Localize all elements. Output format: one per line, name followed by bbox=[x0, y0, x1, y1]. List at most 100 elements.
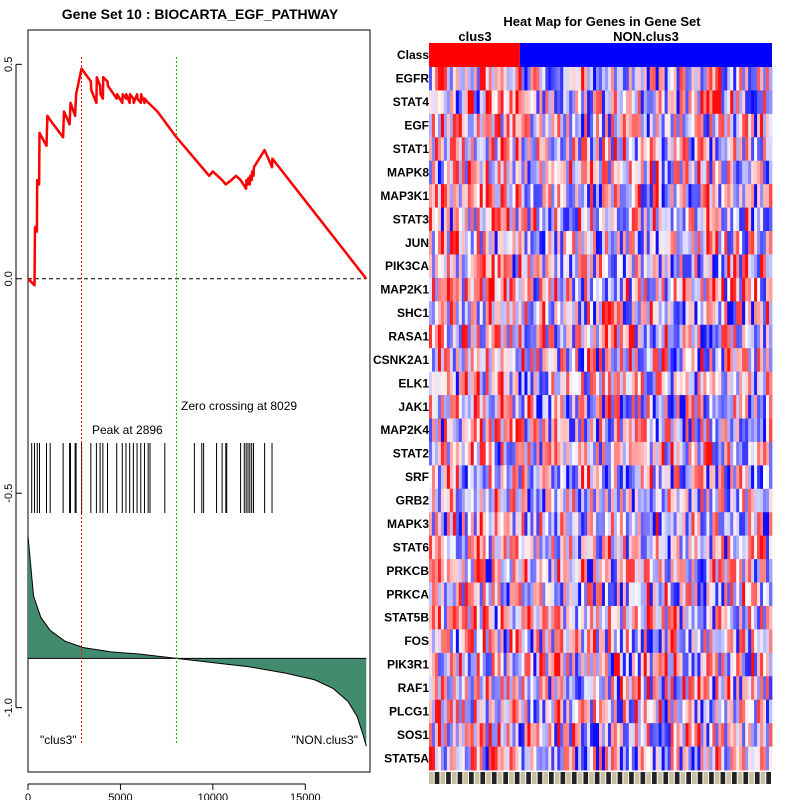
heatmap-cell bbox=[473, 301, 478, 326]
heatmap-cell bbox=[739, 746, 743, 771]
heatmap-cell bbox=[646, 441, 651, 466]
heatmap-cell bbox=[697, 441, 701, 466]
heatmap-cell bbox=[622, 207, 627, 232]
heatmap-cell bbox=[449, 301, 454, 326]
heatmap-cell bbox=[429, 488, 433, 513]
heatmap-cell bbox=[497, 723, 501, 747]
heatmap-cell bbox=[601, 90, 606, 115]
heatmap-cell bbox=[449, 160, 454, 185]
heatmap-cell bbox=[482, 254, 487, 279]
heatmap-cell bbox=[491, 723, 496, 747]
heatmap-cell bbox=[500, 113, 504, 138]
heatmap-cell bbox=[760, 137, 764, 162]
heatmap-cell bbox=[533, 371, 537, 396]
heatmap-cell bbox=[434, 441, 439, 466]
heatmap-cell bbox=[515, 395, 519, 419]
heatmap-cell bbox=[572, 723, 576, 747]
heatmap-cell bbox=[706, 254, 710, 279]
heatmap-cell bbox=[551, 652, 555, 677]
heatmap-cell bbox=[697, 324, 701, 349]
heatmap-cell bbox=[652, 254, 657, 279]
heatmap-cell bbox=[437, 348, 442, 373]
heatmap-cell bbox=[446, 207, 451, 232]
heatmap-cell bbox=[730, 277, 734, 302]
heatmap-cell bbox=[643, 137, 648, 162]
heatmap-cell bbox=[763, 395, 767, 419]
heatmap-cell bbox=[587, 395, 591, 419]
heatmap-row bbox=[429, 90, 773, 115]
heatmap-cell bbox=[637, 465, 642, 490]
heatmap-cell bbox=[524, 629, 528, 654]
heatmap-cell bbox=[769, 371, 773, 396]
heatmap-cell bbox=[476, 371, 481, 396]
heatmap-cell bbox=[521, 113, 525, 138]
heatmap-cell bbox=[760, 254, 764, 279]
heatmap-cell bbox=[628, 605, 633, 630]
heatmap-cell bbox=[584, 418, 588, 443]
heatmap-cell bbox=[533, 137, 537, 162]
heatmap-cell bbox=[515, 254, 519, 279]
footer-strip-cell bbox=[606, 772, 611, 784]
heatmap-cell bbox=[443, 629, 448, 654]
heatmap-cell bbox=[497, 676, 501, 701]
heatmap-cell bbox=[449, 488, 454, 513]
heatmap-cell bbox=[446, 301, 451, 326]
heatmap-cell bbox=[739, 160, 743, 185]
heatmap-row bbox=[429, 488, 773, 513]
heatmap-cell bbox=[709, 301, 713, 326]
heatmap-cell bbox=[697, 254, 701, 279]
heatmap-cell bbox=[449, 371, 454, 396]
heatmap-cell bbox=[443, 254, 448, 279]
heatmap-cell bbox=[649, 652, 654, 677]
heatmap-cell bbox=[724, 160, 728, 185]
heatmap-cell bbox=[679, 254, 683, 279]
heatmap-cell bbox=[610, 559, 615, 583]
heatmap-cell bbox=[631, 699, 636, 724]
heatmap-row bbox=[429, 582, 773, 607]
heatmap-cell bbox=[730, 348, 734, 373]
heatmap-cell bbox=[760, 582, 764, 607]
heatmap-cell bbox=[467, 723, 472, 747]
heatmap-cell bbox=[446, 418, 451, 443]
heatmap-cell bbox=[521, 723, 525, 747]
heatmap-cell bbox=[604, 512, 609, 537]
heatmap-cell bbox=[649, 277, 654, 302]
heatmap-cell bbox=[685, 512, 689, 537]
heatmap-cell bbox=[461, 207, 466, 232]
heatmap-row bbox=[429, 254, 773, 279]
heatmap-cell bbox=[524, 441, 528, 466]
heatmap-cell bbox=[509, 254, 513, 279]
heatmap-cell bbox=[760, 441, 764, 466]
heatmap-cell bbox=[476, 746, 481, 771]
heatmap-cell bbox=[488, 418, 493, 443]
heatmap-cell bbox=[601, 348, 606, 373]
heatmap-cell bbox=[554, 67, 558, 91]
heatmap-cell bbox=[619, 67, 624, 91]
heatmap-cell bbox=[613, 207, 618, 232]
heatmap-cell bbox=[491, 207, 496, 232]
heatmap-cell bbox=[479, 559, 484, 583]
heatmap-cell bbox=[646, 582, 651, 607]
heatmap-cell bbox=[715, 465, 719, 490]
heatmap-cell bbox=[503, 113, 507, 138]
heatmap-cell bbox=[554, 160, 558, 185]
heatmap-cell bbox=[533, 90, 537, 115]
heatmap-cell bbox=[467, 488, 472, 513]
heatmap-cell bbox=[610, 395, 615, 419]
heatmap-cell bbox=[596, 723, 600, 747]
heatmap-cell bbox=[670, 582, 674, 607]
heatmap-cell bbox=[509, 559, 513, 583]
heatmap-cell bbox=[575, 160, 579, 185]
heatmap-cell bbox=[745, 137, 749, 162]
heatmap-cell bbox=[691, 395, 695, 419]
heatmap-cell bbox=[440, 324, 445, 349]
heatmap-cell bbox=[670, 676, 674, 701]
heatmap-cell bbox=[467, 137, 472, 162]
heatmap-cell bbox=[712, 184, 716, 208]
heatmap-cell bbox=[455, 301, 460, 326]
heatmap-cell bbox=[745, 113, 749, 138]
heatmap-cell bbox=[742, 67, 746, 91]
heatmap-cell bbox=[473, 723, 478, 747]
heatmap-cell bbox=[757, 465, 761, 490]
heatmap-cell bbox=[703, 559, 707, 583]
